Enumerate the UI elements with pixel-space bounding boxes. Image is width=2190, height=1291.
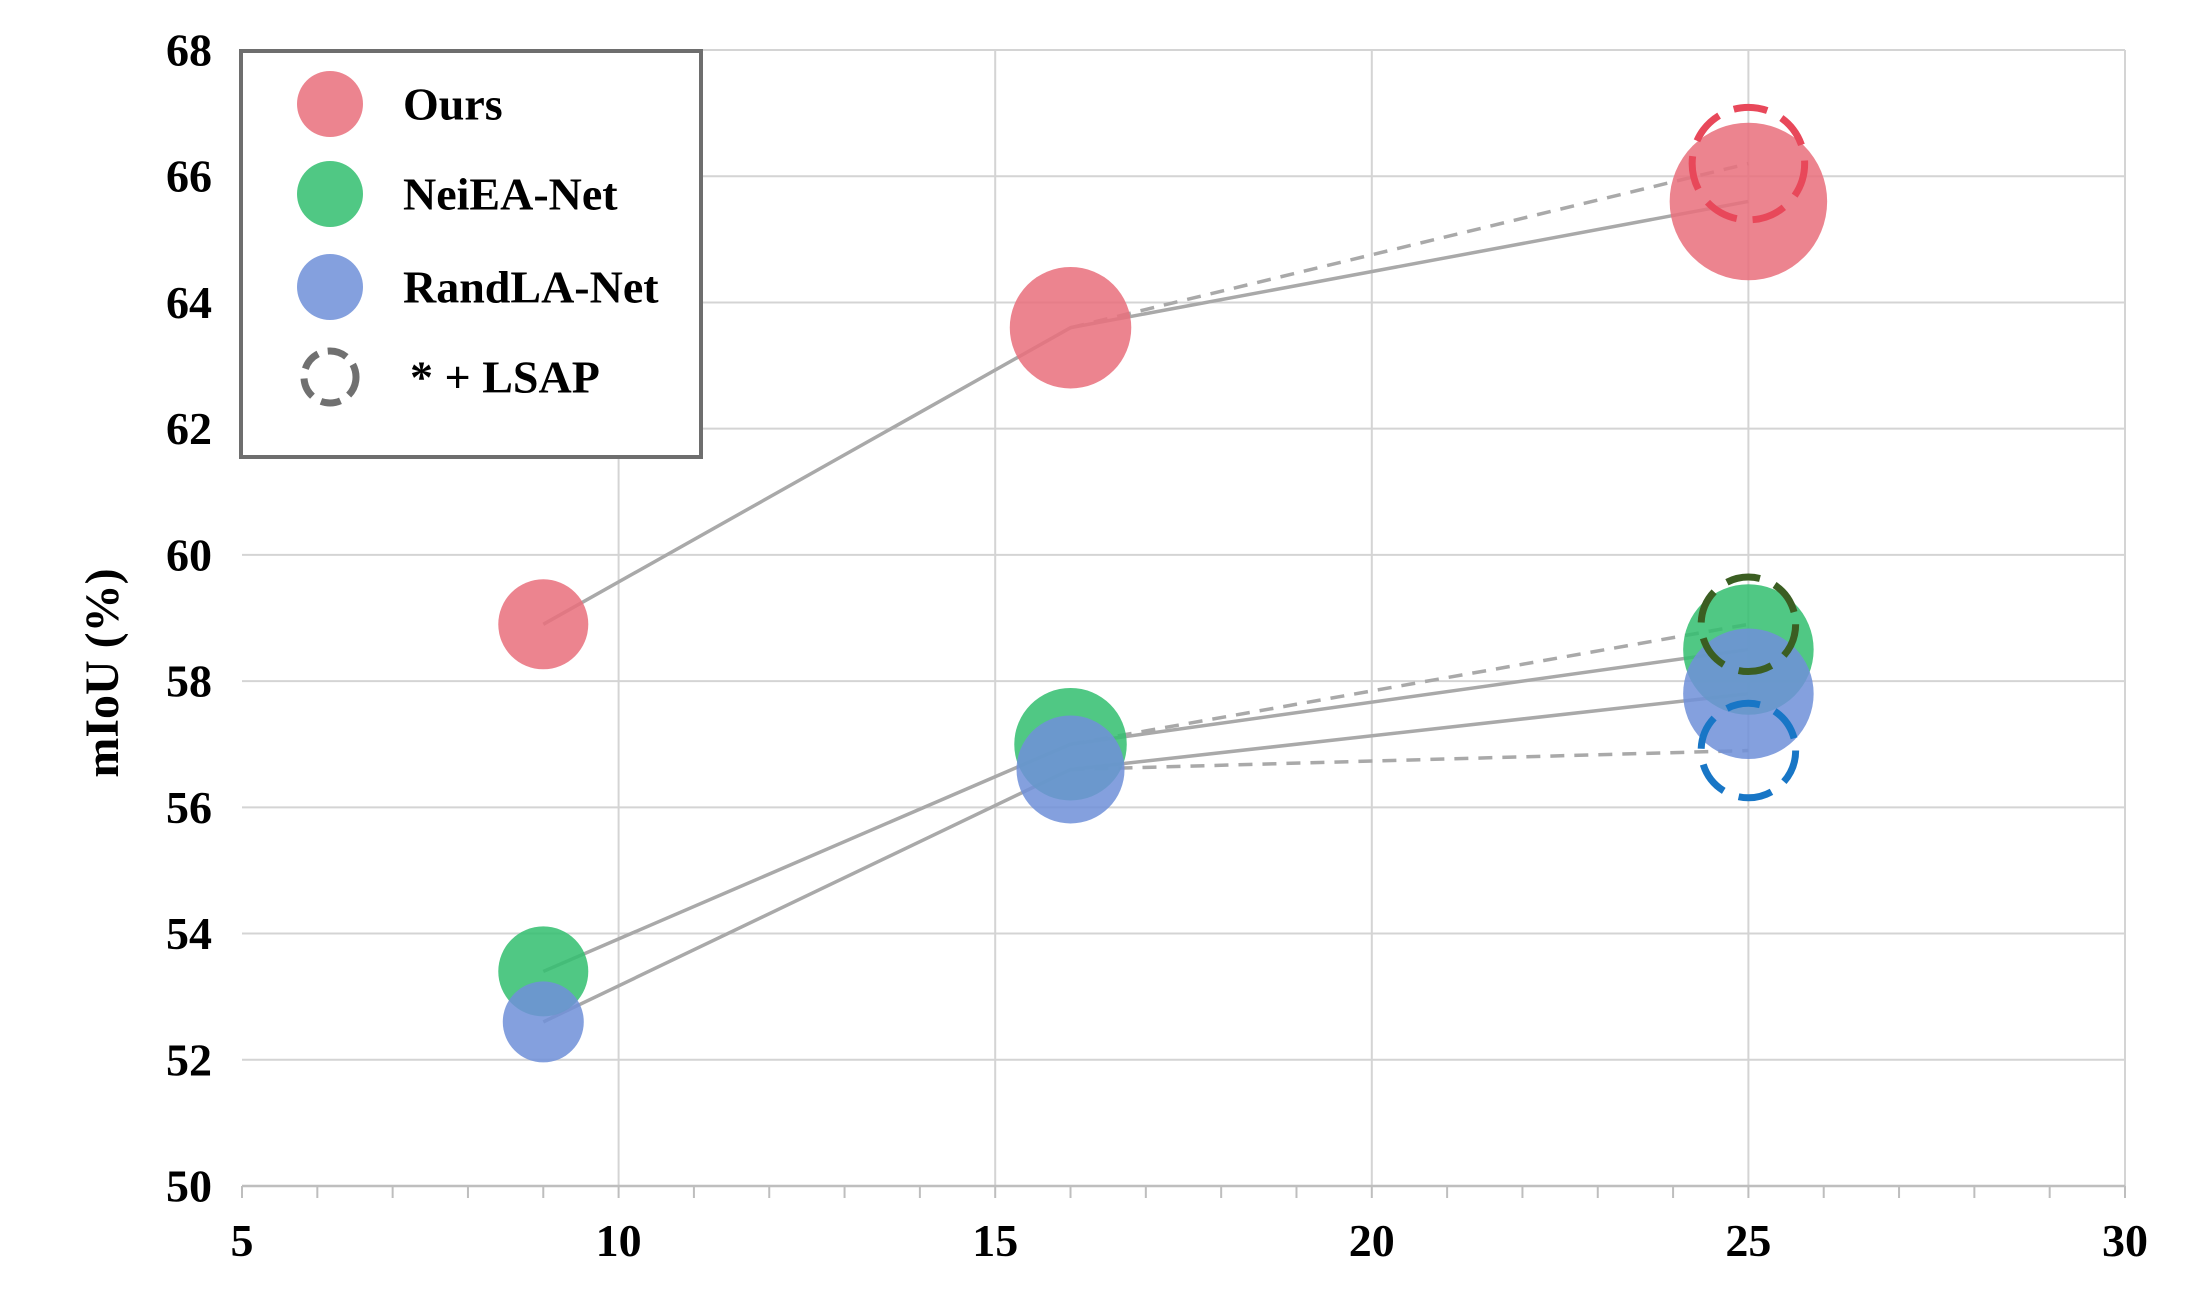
lsap-markers (1688, 103, 1809, 802)
y-tick-label: 60 (166, 529, 212, 580)
series-line (542, 691, 1749, 1024)
y-tick-label: 54 (166, 908, 212, 959)
y-tick-label: 56 (166, 782, 212, 833)
y-axis-title: mIoU (%) (76, 568, 129, 777)
legend-label: Ours (403, 79, 503, 130)
legend-label: * + LSAP (410, 352, 600, 403)
data-bubble (1669, 122, 1828, 281)
y-tick-label: 66 (166, 151, 212, 202)
legend-marker (297, 161, 363, 227)
lsap-dashed-line (1070, 161, 1749, 330)
lsap-bubble (1688, 103, 1809, 224)
data-bubble (498, 579, 589, 670)
y-tick-label: 64 (166, 277, 212, 328)
y-tick-label: 58 (166, 656, 212, 707)
series-line (542, 647, 1749, 974)
legend: Ours NeiEA-Net RandLA-Net * + LSAP (239, 49, 703, 459)
lsap-bubble (1697, 699, 1800, 802)
data-bubble (502, 981, 584, 1063)
legend-marker (300, 347, 360, 407)
x-tick-label: 25 (1725, 1215, 1771, 1266)
axes: 50 52 54 56 58 60 62 64 66 68 5 10 15 20 25 30 (166, 25, 2148, 1267)
lsap-bubble (1697, 573, 1800, 676)
lsap-dashed-line (1070, 748, 1749, 772)
legend-label: NeiEA-Net (403, 169, 618, 220)
x-tick-label: 5 (231, 1215, 254, 1266)
y-tick-label: 52 (166, 1034, 212, 1085)
x-tick-label: 10 (596, 1215, 642, 1266)
legend-marker (297, 254, 363, 320)
data-bubble (1009, 266, 1132, 389)
legend-marker (297, 71, 363, 137)
data-bubble (1016, 715, 1125, 824)
x-tick-label: 20 (1349, 1215, 1395, 1266)
series-line (542, 199, 1749, 626)
series-lines (542, 161, 1749, 1024)
y-tick-label: 62 (166, 403, 212, 454)
x-tick-label: 30 (2102, 1215, 2148, 1266)
y-tick-label: 68 (166, 25, 212, 76)
bubbles (498, 122, 1828, 1063)
y-tick-label: 50 (166, 1161, 212, 1212)
lsap-dashed-line (1070, 622, 1749, 746)
legend-label: RandLA-Net (403, 262, 659, 313)
x-tick-label: 15 (972, 1215, 1018, 1266)
